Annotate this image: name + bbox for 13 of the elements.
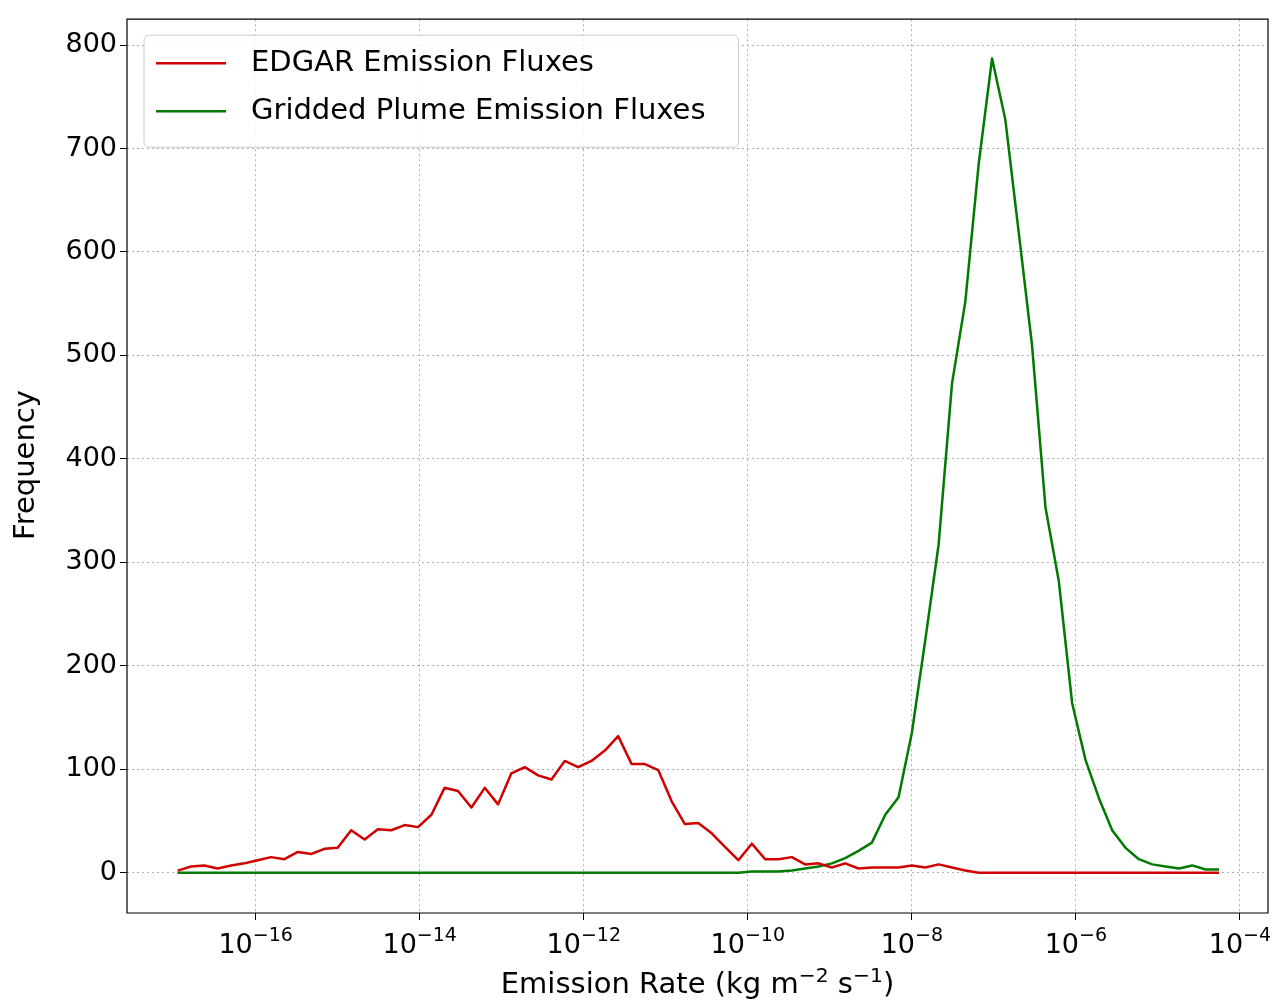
x-axis-title: Emission Rate (kg m$^{−2}$ s$^{−1}$) (499, 962, 896, 1000)
y-tick-label: 300 (65, 544, 117, 576)
y-tick-label: 700 (65, 130, 117, 162)
y-tick-label: 500 (65, 337, 117, 369)
legend-label: EDGAR Emission Fluxes (251, 43, 594, 78)
legend-label: Gridded Plume Emission Fluxes (251, 91, 706, 126)
y-tick-label: 0 (99, 854, 117, 886)
y-tick-label: 100 (65, 751, 117, 783)
y-tick-label: 600 (65, 233, 117, 265)
y-tick-label: 200 (65, 647, 117, 679)
y-axis-title: Frequency (7, 390, 41, 540)
y-tick-label: 800 (65, 27, 117, 59)
y-tick-label: 400 (65, 440, 117, 472)
